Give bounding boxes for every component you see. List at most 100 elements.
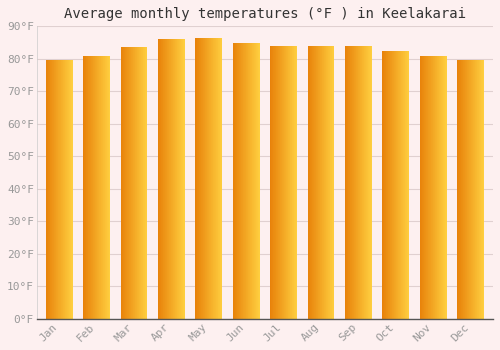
Bar xyxy=(84,56,85,319)
Bar xyxy=(406,51,407,319)
Bar xyxy=(398,51,399,319)
Bar xyxy=(54,61,55,319)
Bar xyxy=(385,51,386,319)
Bar xyxy=(246,43,247,319)
Bar xyxy=(292,46,293,319)
Bar xyxy=(320,46,321,319)
Bar xyxy=(353,46,354,319)
Bar xyxy=(354,46,355,319)
Bar xyxy=(444,56,446,319)
Bar xyxy=(208,38,209,319)
Bar xyxy=(214,38,215,319)
Bar xyxy=(438,56,440,319)
Bar xyxy=(361,46,362,319)
Bar xyxy=(316,46,317,319)
Bar xyxy=(221,38,222,319)
Bar xyxy=(371,46,372,319)
Bar xyxy=(318,46,319,319)
Bar xyxy=(202,38,203,319)
Bar xyxy=(283,46,284,319)
Bar xyxy=(104,56,106,319)
Bar xyxy=(242,43,243,319)
Bar xyxy=(198,38,200,319)
Bar xyxy=(333,46,334,319)
Bar xyxy=(62,61,63,319)
Bar xyxy=(174,39,176,319)
Bar xyxy=(478,61,480,319)
Bar xyxy=(279,46,280,319)
Bar xyxy=(423,56,424,319)
Bar xyxy=(86,56,87,319)
Bar xyxy=(424,56,425,319)
Bar xyxy=(365,46,366,319)
Bar xyxy=(397,51,398,319)
Bar xyxy=(170,39,172,319)
Bar xyxy=(427,56,428,319)
Bar xyxy=(436,56,437,319)
Bar xyxy=(88,56,89,319)
Bar xyxy=(166,39,168,319)
Bar xyxy=(204,38,206,319)
Bar xyxy=(433,56,434,319)
Bar xyxy=(280,46,281,319)
Bar xyxy=(51,61,52,319)
Bar xyxy=(179,39,180,319)
Bar xyxy=(239,43,240,319)
Bar xyxy=(213,38,214,319)
Bar xyxy=(401,51,402,319)
Bar xyxy=(256,43,257,319)
Bar xyxy=(368,46,369,319)
Bar xyxy=(382,51,383,319)
Bar xyxy=(178,39,179,319)
Bar xyxy=(94,56,95,319)
Bar xyxy=(216,38,217,319)
Bar xyxy=(348,46,349,319)
Bar xyxy=(474,61,476,319)
Bar xyxy=(217,38,218,319)
Bar xyxy=(364,46,365,319)
Bar xyxy=(472,61,474,319)
Bar xyxy=(48,61,49,319)
Bar xyxy=(289,46,290,319)
Bar xyxy=(234,43,236,319)
Bar xyxy=(404,51,405,319)
Bar xyxy=(442,56,444,319)
Bar xyxy=(147,47,148,319)
Bar xyxy=(391,51,392,319)
Bar xyxy=(277,46,278,319)
Bar xyxy=(425,56,426,319)
Bar xyxy=(210,38,211,319)
Bar xyxy=(56,61,57,319)
Bar xyxy=(257,43,258,319)
Bar xyxy=(146,47,147,319)
Bar xyxy=(89,56,90,319)
Bar xyxy=(358,46,359,319)
Bar xyxy=(321,46,322,319)
Bar xyxy=(468,61,469,319)
Bar xyxy=(243,43,244,319)
Bar xyxy=(440,56,442,319)
Bar xyxy=(160,39,162,319)
Bar xyxy=(270,46,271,319)
Bar xyxy=(435,56,436,319)
Bar xyxy=(254,43,255,319)
Bar xyxy=(130,47,132,319)
Bar xyxy=(206,38,207,319)
Bar xyxy=(140,47,141,319)
Bar xyxy=(91,56,92,319)
Bar xyxy=(466,61,467,319)
Bar xyxy=(291,46,292,319)
Bar xyxy=(325,46,326,319)
Bar xyxy=(463,61,464,319)
Bar xyxy=(432,56,433,319)
Bar xyxy=(252,43,253,319)
Bar xyxy=(232,43,234,319)
Bar xyxy=(330,46,331,319)
Title: Average monthly temperatures (°F ) in Keelakarai: Average monthly temperatures (°F ) in Ke… xyxy=(64,7,466,21)
Bar xyxy=(122,47,123,319)
Bar xyxy=(200,38,202,319)
Bar xyxy=(49,61,50,319)
Bar xyxy=(402,51,403,319)
Bar xyxy=(59,61,60,319)
Bar xyxy=(248,43,249,319)
